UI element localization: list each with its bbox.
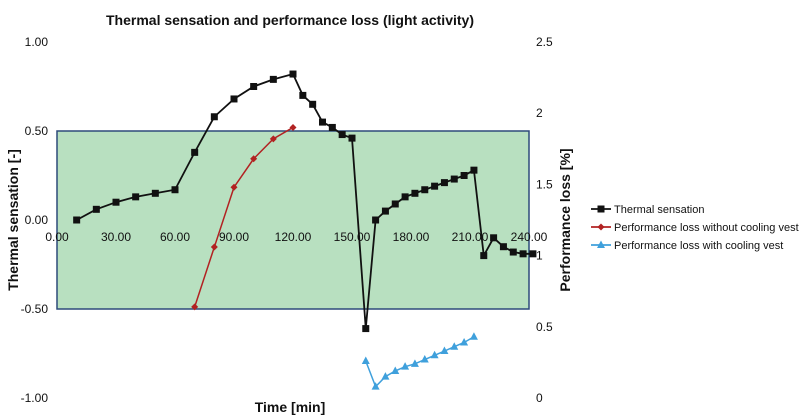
y-tick-label: -1.00 xyxy=(21,391,49,405)
thermal-sensation-point xyxy=(411,189,419,197)
x-tick-label: 120.00 xyxy=(275,230,312,244)
thermal-sensation-point xyxy=(250,83,258,90)
y2-tick-label: 2 xyxy=(536,106,543,120)
legend-label: Performance loss with cooling vest xyxy=(614,240,783,252)
perf-loss-vest-point xyxy=(381,372,390,380)
thermal-sensation-point xyxy=(480,252,488,260)
y2-tick-label: 1.5 xyxy=(536,177,553,191)
perf-loss-vest-point xyxy=(410,359,419,367)
perf-loss-no-vest-point xyxy=(289,123,297,131)
perf-loss-vest-point xyxy=(371,382,380,390)
perf-loss-no-vest-point xyxy=(269,135,277,143)
thermal-sensation-point xyxy=(440,179,448,187)
perf-loss-vest-point xyxy=(469,332,478,340)
y2-axis-label: Performance loss [%] xyxy=(557,148,573,291)
thermal-sensation-point xyxy=(309,100,317,108)
thermal-sensation-point xyxy=(319,118,326,126)
thermal-sensation-point xyxy=(151,189,159,197)
perf-loss-vest-point xyxy=(460,337,469,346)
perf-loss-vest-point xyxy=(391,366,400,374)
perf-loss-no-vest-line xyxy=(193,126,294,308)
x-tick-label: 210.00 xyxy=(452,230,489,244)
y-axis-label: Thermal sensation [-] xyxy=(5,149,21,291)
thermal-sensation-point xyxy=(73,216,81,224)
x-tick-label: 90.00 xyxy=(219,230,249,244)
y-tick-label: -0.50 xyxy=(21,302,49,316)
perf-loss-no-vest-point xyxy=(210,243,218,251)
thermal-sensation-point xyxy=(210,113,218,121)
x-tick-label: 30.00 xyxy=(101,230,131,244)
legend: Thermal sensation Performance loss withou… xyxy=(591,204,799,252)
thermal-sensation-point xyxy=(171,186,179,194)
legend-label: Thermal sensation xyxy=(614,204,705,216)
x-tick-label: 180.00 xyxy=(393,230,430,244)
thermal-sensation-point xyxy=(132,193,140,201)
x-axis-label: Time [min] xyxy=(255,399,326,415)
thermal-sensation-point xyxy=(490,234,498,242)
perf-loss-vest-point xyxy=(597,240,605,248)
y2-tick-label: 0.5 xyxy=(536,320,553,334)
thermal-sensation-point xyxy=(191,148,199,156)
thermal-sensation-point xyxy=(299,91,307,99)
y-tick-label: 0.50 xyxy=(25,124,49,138)
thermal-sensation-point xyxy=(338,131,346,139)
perf-loss-no-vest-point xyxy=(230,183,238,191)
comfort-band xyxy=(56,130,530,310)
thermal-sensation-point xyxy=(529,250,537,258)
thermal-sensation-point xyxy=(597,205,605,213)
y2-tick-label: 1 xyxy=(536,249,543,263)
perf-loss-no-vest-point xyxy=(191,303,199,311)
thermal-sensation-point xyxy=(381,207,389,215)
thermal-sensation-point xyxy=(470,166,478,174)
thermal-sensation-point xyxy=(509,248,517,256)
perf-loss-no-vest-point xyxy=(597,223,605,231)
thermal-sensation-point xyxy=(519,250,527,258)
thermal-sensation-point xyxy=(348,134,356,142)
legend-perf-loss-no-vest: Performance loss without cooling vest xyxy=(591,222,799,234)
legend-thermal-sensation: Thermal sensation xyxy=(591,204,705,216)
thermal-sensation-point xyxy=(328,123,336,131)
x-tick-label: 240.00 xyxy=(511,230,548,244)
chart-title: Thermal sensation and performance loss (… xyxy=(106,12,474,28)
thermal-sensation-point xyxy=(421,186,429,194)
y2-tick-label: 0 xyxy=(536,391,543,405)
x-tick-label: 150.00 xyxy=(334,230,371,244)
thermal-sensation-line xyxy=(76,72,533,329)
x-tick-label: 60.00 xyxy=(160,230,190,244)
thermal-sensation-point xyxy=(391,200,399,208)
thermal-sensation-point xyxy=(372,216,380,224)
thermal-sensation-point xyxy=(289,70,297,78)
perf-loss-no-vest-point xyxy=(250,155,258,163)
perf-loss-vest-point xyxy=(430,350,439,359)
thermal-sensation-point xyxy=(431,182,439,190)
perf-loss-vest-point xyxy=(420,355,429,363)
y-tick-label: 0.00 xyxy=(25,213,49,227)
perf-loss-vest-point xyxy=(401,362,410,370)
legend-perf-loss-vest: Performance loss with cooling vest xyxy=(591,240,783,252)
thermal-sensation-point xyxy=(499,243,507,251)
thermal-sensation-point xyxy=(92,205,100,213)
perf-loss-vest-point xyxy=(361,356,370,364)
x-tick-label: 0.00 xyxy=(45,230,69,244)
thermal-sensation-point xyxy=(112,198,120,206)
y-tick-label: 1.00 xyxy=(25,35,49,49)
legend-label: Performance loss without cooling vest xyxy=(614,222,799,234)
thermal-sensation-point xyxy=(450,175,458,183)
perf-loss-vest-point xyxy=(450,342,459,350)
y2-tick-label: 2.5 xyxy=(536,35,553,49)
thermal-sensation-point xyxy=(401,193,409,201)
thermal-sensation-point xyxy=(460,172,468,179)
perf-loss-vest-point xyxy=(440,346,449,355)
thermal-sensation-point xyxy=(269,75,277,83)
thermal-sensation-point xyxy=(362,325,370,333)
thermal-sensation-point xyxy=(230,95,238,103)
